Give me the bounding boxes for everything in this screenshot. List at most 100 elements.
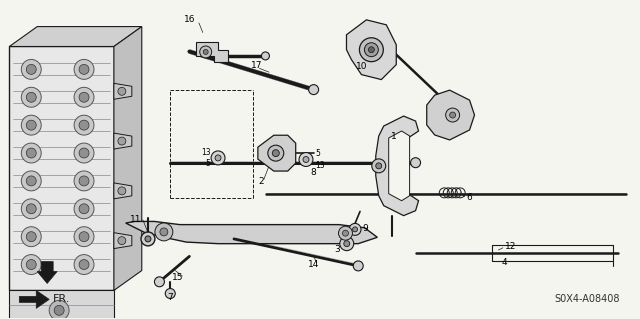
Circle shape (445, 108, 460, 122)
Circle shape (74, 227, 94, 247)
Circle shape (74, 199, 94, 219)
Circle shape (262, 52, 269, 60)
Circle shape (21, 87, 41, 107)
Polygon shape (346, 20, 396, 79)
Circle shape (360, 38, 383, 62)
Circle shape (74, 171, 94, 191)
Circle shape (372, 159, 386, 173)
Circle shape (26, 260, 36, 270)
Circle shape (79, 204, 89, 214)
Circle shape (26, 204, 36, 214)
Circle shape (74, 143, 94, 163)
Text: 7: 7 (168, 293, 173, 302)
Circle shape (26, 120, 36, 130)
Polygon shape (114, 133, 132, 149)
Circle shape (79, 232, 89, 241)
Circle shape (21, 227, 41, 247)
Circle shape (349, 223, 361, 235)
Polygon shape (258, 135, 296, 171)
Polygon shape (376, 116, 419, 216)
Circle shape (204, 49, 208, 55)
Polygon shape (196, 42, 228, 62)
Circle shape (339, 226, 353, 240)
Circle shape (21, 59, 41, 79)
Text: FR.: FR. (53, 294, 70, 304)
Text: 12: 12 (505, 242, 516, 251)
Circle shape (353, 261, 364, 271)
Polygon shape (10, 47, 114, 290)
Circle shape (74, 115, 94, 135)
Polygon shape (10, 26, 142, 47)
Circle shape (141, 232, 155, 246)
Circle shape (74, 87, 94, 107)
Circle shape (154, 277, 164, 287)
Text: 6: 6 (467, 193, 472, 202)
Text: S0X4-A08408: S0X4-A08408 (554, 294, 620, 304)
Circle shape (118, 87, 126, 95)
Polygon shape (388, 131, 410, 201)
Text: 17: 17 (250, 61, 262, 70)
Text: 16: 16 (184, 15, 196, 24)
Circle shape (340, 237, 354, 251)
Polygon shape (427, 90, 474, 140)
Circle shape (303, 157, 309, 162)
Circle shape (21, 143, 41, 163)
Polygon shape (114, 183, 132, 199)
Text: 13: 13 (315, 161, 324, 170)
Text: 14: 14 (308, 260, 319, 270)
Circle shape (74, 255, 94, 274)
Text: 15: 15 (172, 273, 183, 282)
Text: 9: 9 (362, 224, 368, 233)
Circle shape (353, 227, 358, 232)
Circle shape (342, 230, 348, 236)
Circle shape (79, 260, 89, 270)
Circle shape (79, 148, 89, 158)
Circle shape (369, 47, 374, 53)
Circle shape (26, 232, 36, 241)
Circle shape (49, 300, 69, 319)
Text: 11: 11 (130, 215, 141, 224)
Text: 3: 3 (335, 245, 340, 254)
Circle shape (450, 112, 456, 118)
Circle shape (21, 255, 41, 274)
Circle shape (21, 171, 41, 191)
Circle shape (54, 305, 64, 315)
Text: 5: 5 (316, 149, 321, 158)
Circle shape (26, 148, 36, 158)
Circle shape (26, 92, 36, 102)
Polygon shape (10, 290, 114, 319)
Circle shape (200, 46, 212, 58)
Circle shape (411, 158, 420, 168)
Circle shape (344, 241, 349, 247)
Circle shape (272, 150, 279, 157)
Circle shape (211, 151, 225, 165)
Circle shape (79, 120, 89, 130)
Circle shape (79, 64, 89, 74)
Text: 8: 8 (311, 168, 317, 177)
Text: 5: 5 (205, 160, 211, 168)
Circle shape (118, 187, 126, 195)
Circle shape (160, 228, 168, 236)
Text: 1: 1 (391, 132, 397, 141)
Circle shape (26, 64, 36, 74)
Circle shape (26, 176, 36, 186)
Circle shape (21, 199, 41, 219)
Circle shape (299, 152, 313, 167)
Text: 10: 10 (356, 62, 367, 71)
Circle shape (268, 145, 284, 161)
Polygon shape (114, 233, 132, 249)
Circle shape (21, 115, 41, 135)
Circle shape (79, 176, 89, 186)
Polygon shape (114, 83, 132, 99)
Circle shape (308, 85, 319, 95)
Circle shape (145, 236, 151, 242)
Circle shape (215, 155, 221, 161)
Polygon shape (114, 26, 142, 290)
Circle shape (155, 223, 173, 241)
Circle shape (165, 289, 175, 299)
Polygon shape (37, 262, 57, 284)
Circle shape (118, 237, 126, 245)
Text: 4: 4 (502, 258, 508, 267)
Polygon shape (125, 221, 378, 244)
Text: 13: 13 (202, 148, 211, 158)
